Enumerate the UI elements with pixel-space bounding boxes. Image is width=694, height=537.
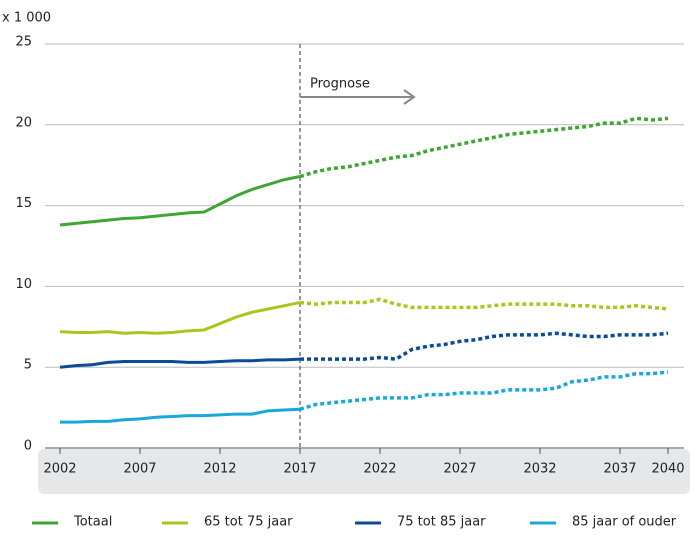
x-tick-label: 2040 <box>651 462 684 477</box>
x-tick-label: 2022 <box>363 462 396 477</box>
forecast-line <box>299 297 669 311</box>
annotation: Prognose <box>310 77 370 92</box>
legend-label: 65 tot 75 jaar <box>204 515 293 530</box>
x-tick-label: 2007 <box>123 462 156 477</box>
forecast-line <box>299 116 669 179</box>
series-line <box>59 175 301 227</box>
forecast-arrowhead <box>403 89 416 105</box>
x-tick-label: 2002 <box>43 462 76 477</box>
legend-label: Totaal <box>73 515 112 530</box>
y-tick-label: 0 <box>24 439 32 454</box>
legend-label: 85 jaar of ouder <box>572 515 677 530</box>
forecast-line <box>299 370 669 411</box>
x-tick-label: 2037 <box>603 462 636 477</box>
forecast-line <box>300 331 669 361</box>
series-line <box>60 407 301 424</box>
y-tick-label: 20 <box>15 115 32 130</box>
x-tick-label: 2012 <box>203 462 236 477</box>
y-unit-label: x 1 000 <box>2 11 51 26</box>
x-axis-band <box>38 449 690 494</box>
legend-label: 75 tot 85 jaar <box>397 515 486 530</box>
x-tick-label: 2032 <box>523 462 556 477</box>
series-line <box>59 301 301 335</box>
x-tick-label: 2027 <box>443 462 476 477</box>
y-tick-label: 25 <box>15 35 32 50</box>
series-line <box>59 357 301 369</box>
x-tick-label: 2017 <box>283 462 316 477</box>
y-tick-label: 10 <box>15 277 32 292</box>
y-tick-label: 15 <box>15 196 32 211</box>
y-tick-label: 5 <box>24 358 32 373</box>
